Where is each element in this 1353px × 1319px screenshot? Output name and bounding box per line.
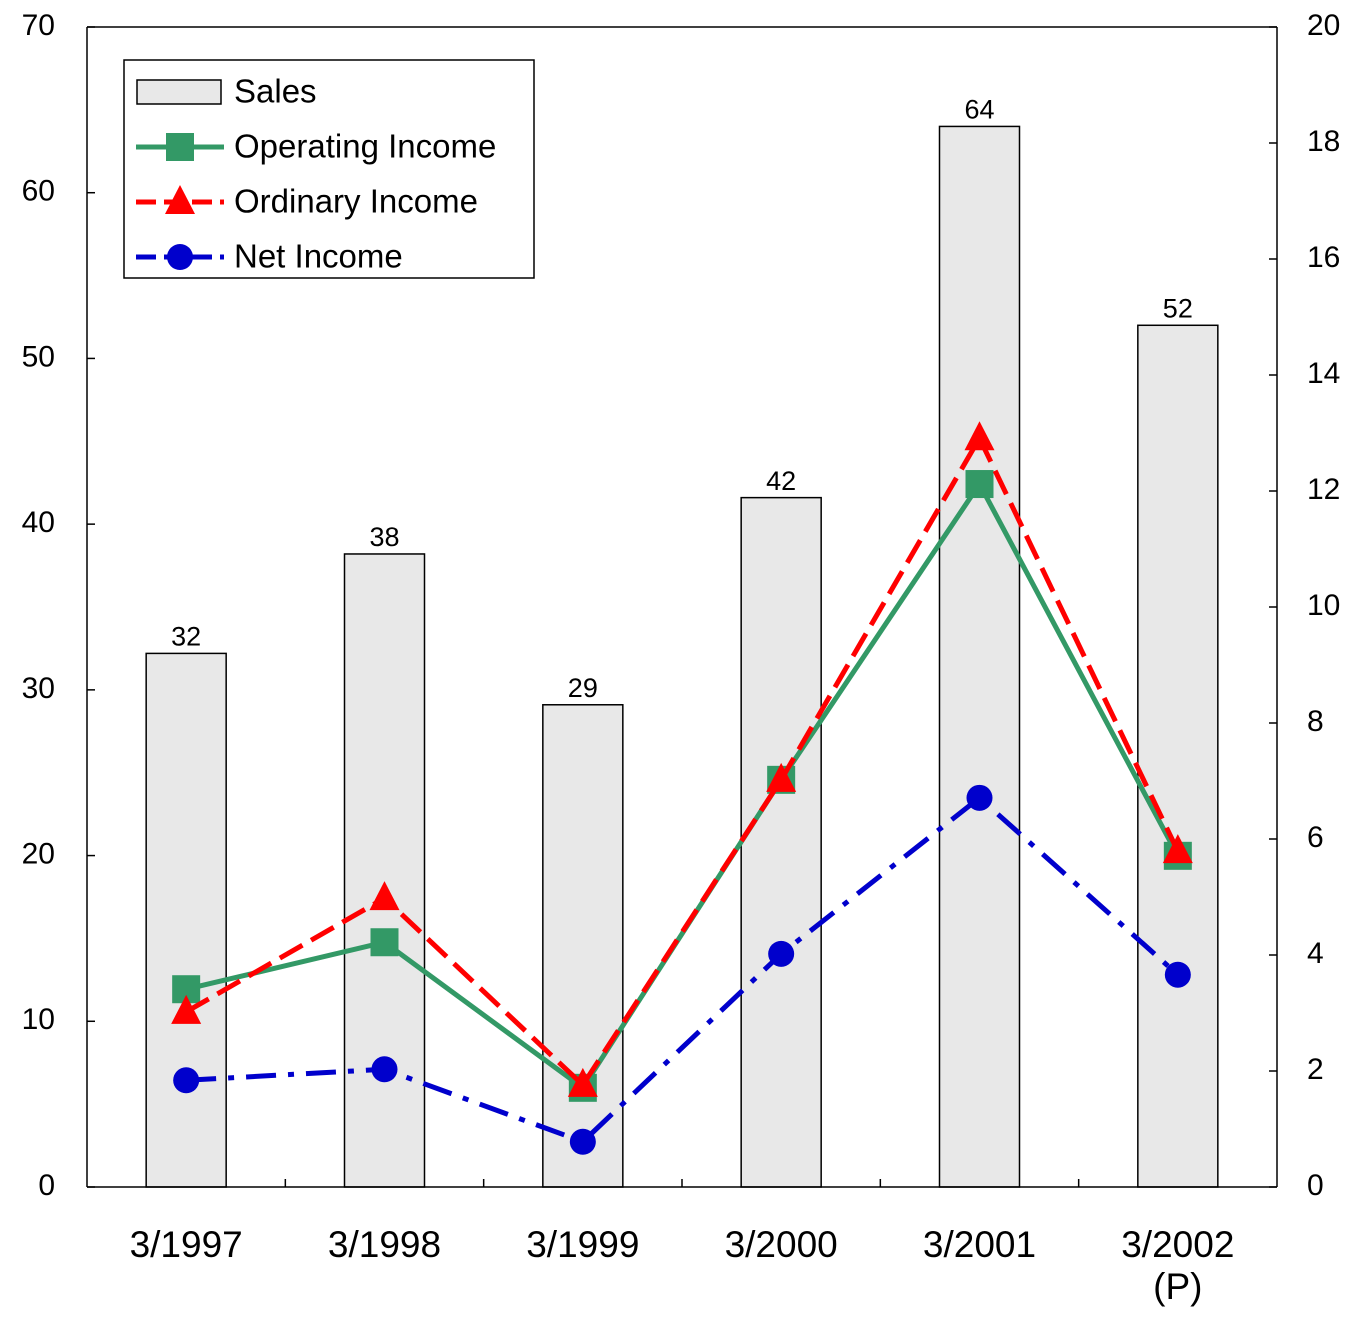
y2-tick-label: 6 [1307,821,1324,854]
y-tick-label: 50 [22,340,55,373]
line [185,479,1181,1092]
legend-label: Operating Income [234,128,496,165]
legend-label: Sales [234,73,317,110]
x-tick-label: 3/2002 (P) [1121,1224,1235,1307]
marker [171,994,202,1024]
legend-marker [166,133,194,161]
marker [371,1056,398,1083]
marker [965,470,994,499]
x-tick-label: 3/2001 [922,1224,1037,1265]
marker [768,940,795,967]
y-tick-label: 60 [22,175,55,208]
bar-value-label: 52 [1163,293,1193,323]
y2-tick-label: 8 [1307,705,1324,738]
marker [370,928,399,957]
bar [343,553,426,1188]
bar [740,496,822,1188]
marker [569,1128,596,1155]
legend-swatch [136,79,222,105]
x-tick-label: 3/1997 [129,1224,243,1265]
bar [938,125,1021,1188]
legend-marker [167,244,193,270]
line [186,794,1180,1145]
y-tick-label: 0 [38,1169,55,1202]
legend-marker [165,185,195,214]
marker [1164,961,1191,988]
marker [567,1067,598,1097]
bar [1137,324,1219,1188]
bar-value-label: 38 [369,522,399,552]
legend-label: Net Income [234,238,403,275]
y2-tick-label: 14 [1307,357,1340,390]
y2-tick-label: 2 [1307,1053,1324,1086]
bar-value-label: 64 [964,95,994,125]
marker [966,784,993,811]
y-tick-label: 10 [22,1003,55,1036]
y2-tick-label: 0 [1307,1169,1324,1202]
y-tick-label: 40 [22,506,55,539]
y-tick-label: 20 [22,837,55,870]
legend-label: Ordinary Income [234,183,478,220]
bar-value-label: 42 [766,466,796,496]
x-tick-label: 3/1998 [327,1224,442,1265]
bar-value-label: 32 [171,622,201,652]
y2-tick-label: 18 [1307,125,1340,158]
marker [1162,834,1193,864]
bar [145,652,227,1188]
marker [766,762,797,792]
bar [542,704,624,1188]
x-tick-label: 3/1999 [526,1224,640,1265]
y-tick-label: 70 [22,9,55,42]
bar-value-label: 29 [568,673,598,703]
y2-tick-label: 4 [1307,937,1324,970]
y-tick-label: 30 [22,672,55,705]
y2-tick-label: 20 [1307,9,1340,42]
marker [369,881,400,911]
marker [964,421,995,451]
y2-tick-label: 12 [1307,473,1340,506]
x-tick-label: 3/2000 [724,1224,838,1265]
y2-tick-label: 10 [1307,589,1340,622]
marker [173,1067,200,1094]
y2-tick-label: 16 [1307,241,1340,274]
line [184,432,1181,1089]
